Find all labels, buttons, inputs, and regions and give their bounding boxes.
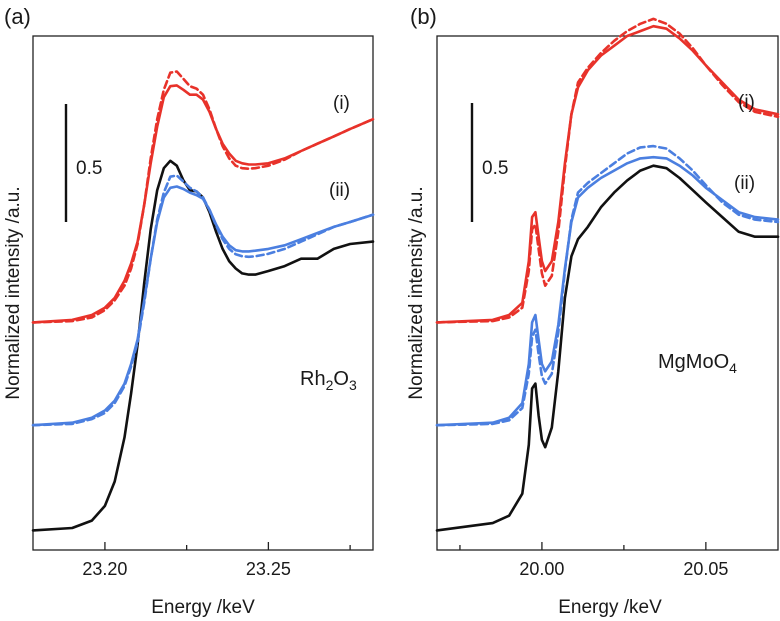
panel-b-frame [436,35,779,551]
series-b-mgmoo4 [435,164,780,532]
panel-a-scale-bar-label: 0.5 [76,158,102,179]
series-a-i-solid [31,84,375,324]
panel-a-reference-label: Rh2O3 [300,368,357,393]
panel-a-xtick-label: 23.20 [82,559,127,579]
panel-b-xlabel: Energy /keV [558,597,662,618]
panel-b: (b) 20.00 20.05 Energy /keV Normalized in… [406,4,780,618]
panel-a-xticks: 23.20 23.25 [82,542,351,579]
panel-a-xlabel: Energy /keV [151,597,255,618]
panel-b-xtick-label: 20.00 [519,559,564,579]
panel-b-scale-bar-label: 0.5 [482,158,508,179]
panel-b-label: (b) [410,4,437,29]
panel-b-xticks: 20.00 20.05 [459,542,728,579]
panel-a: (a) 23.20 23.25 Energy /keV Normalized in… [3,4,375,618]
panel-a-ylabel: Normalized intensity /a.u. [3,186,24,399]
panel-b-xtick-label: 20.05 [683,559,728,579]
series-a-i-dashed [31,70,375,324]
panel-a-label: (a) [4,4,31,29]
panel-b-curve-label-i: (i) [738,92,755,113]
panel-b-curves [435,17,780,532]
series-a-rh2o3 [31,159,375,532]
panel-a-curves [31,70,375,532]
panel-b-ylabel: Normalized intensity /a.u. [406,186,427,399]
panel-a-curve-label-i: (i) [333,93,350,114]
series-b-ii-solid [435,155,780,427]
panel-a-frame [32,35,374,551]
series-b-i-solid [435,24,780,324]
panel-b-reference-label: MgMoO4 [658,351,737,376]
panel-a-xtick-label: 23.25 [246,559,291,579]
series-a-ii-solid [31,185,375,427]
panel-b-curve-label-ii: (ii) [734,173,755,194]
panel-a-curve-label-ii: (ii) [329,180,350,201]
series-b-ii-dashed [435,144,780,427]
